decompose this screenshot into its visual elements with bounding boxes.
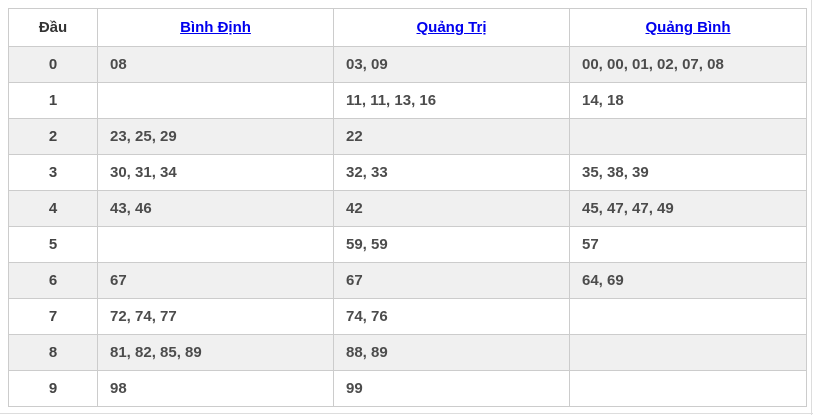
cell-quang-binh-numbers	[569, 298, 807, 335]
cell-quang-binh-numbers: 64, 69	[569, 262, 807, 299]
table-row: 2 23, 25, 29 22	[8, 118, 807, 155]
cell-head-digit: 5	[8, 226, 98, 263]
cell-quang-tri-numbers: 59, 59	[333, 226, 570, 263]
cell-binh-dinh-numbers	[97, 226, 334, 263]
header-cell-dau: Đầu	[8, 8, 98, 47]
table-row: 3 30, 31, 34 32, 33 35, 38, 39	[8, 154, 807, 191]
cell-quang-tri-numbers: 99	[333, 370, 570, 407]
cell-binh-dinh-numbers: 72, 74, 77	[97, 298, 334, 335]
cell-quang-tri-numbers: 88, 89	[333, 334, 570, 371]
cell-quang-tri-numbers: 67	[333, 262, 570, 299]
cell-head-digit: 4	[8, 190, 98, 227]
cell-binh-dinh-numbers: 43, 46	[97, 190, 334, 227]
cell-binh-dinh-numbers: 98	[97, 370, 334, 407]
table-row: 7 72, 74, 77 74, 76	[8, 298, 807, 335]
cell-quang-binh-numbers	[569, 118, 807, 155]
cell-head-digit: 0	[8, 46, 98, 83]
cell-quang-tri-numbers: 03, 09	[333, 46, 570, 83]
lottery-head-digit-table-container: Đầu Bình Định Quảng Trị Quảng Bình 0 08 …	[8, 8, 807, 407]
cell-quang-tri-numbers: 11, 11, 13, 16	[333, 82, 570, 119]
province-link-quang-tri[interactable]: Quảng Trị	[416, 19, 487, 36]
page-bottom-divider	[0, 413, 813, 414]
table-row: 0 08 03, 09 00, 00, 01, 02, 07, 08	[8, 46, 807, 83]
cell-quang-binh-numbers: 00, 00, 01, 02, 07, 08	[569, 46, 807, 83]
cell-quang-binh-numbers	[569, 370, 807, 407]
table-row: 4 43, 46 42 45, 47, 47, 49	[8, 190, 807, 227]
table-row: 6 67 67 64, 69	[8, 262, 807, 299]
cell-quang-tri-numbers: 74, 76	[333, 298, 570, 335]
cell-binh-dinh-numbers: 67	[97, 262, 334, 299]
province-link-binh-dinh[interactable]: Bình Định	[180, 19, 251, 36]
table-row: 1 11, 11, 13, 16 14, 18	[8, 82, 807, 119]
table-row: 9 98 99	[8, 370, 807, 407]
cell-head-digit: 8	[8, 334, 98, 371]
header-cell-binh-dinh: Bình Định	[97, 8, 334, 47]
cell-quang-binh-numbers: 45, 47, 47, 49	[569, 190, 807, 227]
page-right-divider	[811, 0, 812, 415]
cell-binh-dinh-numbers: 81, 82, 85, 89	[97, 334, 334, 371]
cell-quang-binh-numbers: 35, 38, 39	[569, 154, 807, 191]
cell-binh-dinh-numbers	[97, 82, 334, 119]
cell-binh-dinh-numbers: 08	[97, 46, 334, 83]
cell-binh-dinh-numbers: 30, 31, 34	[97, 154, 334, 191]
cell-quang-tri-numbers: 32, 33	[333, 154, 570, 191]
cell-quang-binh-numbers: 57	[569, 226, 807, 263]
header-cell-quang-tri: Quảng Trị	[333, 8, 570, 47]
cell-head-digit: 1	[8, 82, 98, 119]
table-row: 8 81, 82, 85, 89 88, 89	[8, 334, 807, 371]
cell-quang-tri-numbers: 42	[333, 190, 570, 227]
cell-quang-binh-numbers: 14, 18	[569, 82, 807, 119]
cell-binh-dinh-numbers: 23, 25, 29	[97, 118, 334, 155]
cell-quang-tri-numbers: 22	[333, 118, 570, 155]
cell-head-digit: 2	[8, 118, 98, 155]
cell-quang-binh-numbers	[569, 334, 807, 371]
cell-head-digit: 3	[8, 154, 98, 191]
cell-head-digit: 9	[8, 370, 98, 407]
header-cell-quang-binh: Quảng Bình	[569, 8, 807, 47]
cell-head-digit: 7	[8, 298, 98, 335]
lottery-head-digit-table: Đầu Bình Định Quảng Trị Quảng Bình 0 08 …	[8, 8, 807, 407]
table-row: 5 59, 59 57	[8, 226, 807, 263]
province-link-quang-binh[interactable]: Quảng Bình	[645, 19, 731, 36]
table-header-row: Đầu Bình Định Quảng Trị Quảng Bình	[8, 8, 807, 47]
cell-head-digit: 6	[8, 262, 98, 299]
